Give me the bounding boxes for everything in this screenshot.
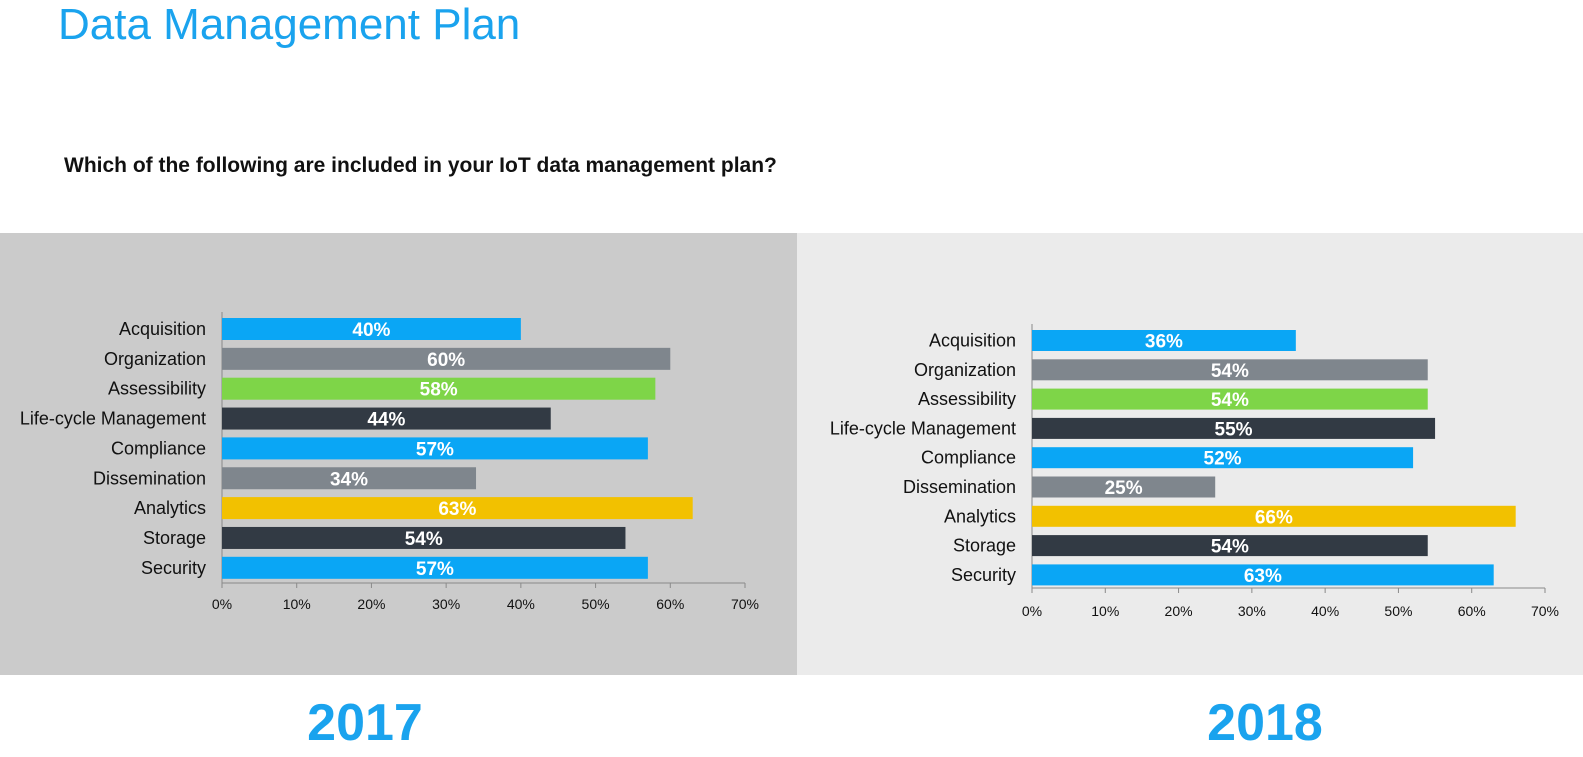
bar-2018-storage (1032, 535, 1428, 557)
category-label: Life-cycle Management (830, 418, 1016, 438)
bar-2018-security (1032, 564, 1494, 586)
bar-value-label: 63% (438, 499, 476, 520)
category-label: Storage (143, 528, 206, 548)
bar-value-label: 54% (405, 529, 443, 550)
x-tick-label: 0% (1022, 603, 1042, 619)
bar-value-label: 36% (1145, 332, 1183, 353)
category-label: Acquisition (929, 331, 1016, 351)
bar-2017-life-cycle-management (222, 407, 551, 430)
x-tick-label: 30% (432, 596, 460, 612)
bar-2017-acquisition (222, 318, 521, 340)
x-tick-label: 50% (1384, 603, 1412, 619)
bar-value-label: 55% (1215, 419, 1253, 440)
x-tick-label: 50% (582, 596, 610, 612)
bar-value-label: 60% (427, 350, 465, 371)
category-label: Compliance (111, 438, 206, 458)
category-label: Analytics (944, 506, 1016, 526)
bar-2018-compliance (1032, 447, 1414, 469)
category-label: Security (951, 565, 1016, 585)
page-title: Data Management Plan (58, 0, 521, 49)
category-label: Life-cycle Management (20, 409, 206, 429)
bar-value-label: 58% (420, 380, 458, 401)
x-tick-label: 70% (1531, 603, 1559, 619)
bar-value-label: 54% (1211, 537, 1249, 558)
x-tick-label: 20% (1165, 603, 1193, 619)
bar-value-label: 66% (1255, 507, 1293, 528)
x-tick-label: 40% (507, 596, 535, 612)
bar-chart-2018: 0% 10% 20% 30% 40% 50% 60% 70% Acquisition 36% Org… (830, 324, 1559, 619)
bar-2017-organization (222, 347, 671, 370)
bar-2017-dissemination (222, 467, 477, 490)
survey-question: Which of the following are included in y… (64, 154, 777, 177)
bar-2018-life-cycle-management (1032, 417, 1436, 439)
chart-panel-2018: 0% 10% 20% 30% 40% 50% 60% 70% Acquisition 36% Org… (797, 233, 1583, 675)
category-label: Assessibility (918, 389, 1016, 409)
bar-value-label: 63% (1244, 566, 1282, 587)
x-tick-label: 30% (1238, 603, 1266, 619)
bar-2017-storage (222, 526, 626, 549)
year-label-2017: 2017 (307, 694, 423, 752)
bar-2017-assessibility (222, 377, 656, 400)
bar-2017-analytics (222, 497, 693, 520)
x-tick-label: 60% (656, 596, 684, 612)
bar-2018-assessibility (1032, 388, 1428, 410)
bar-value-label: 25% (1105, 478, 1143, 499)
x-tick-label: 20% (357, 596, 385, 612)
bar-value-label: 54% (1211, 361, 1249, 382)
x-tick-label: 10% (283, 596, 311, 612)
bar-value-label: 54% (1211, 390, 1249, 411)
category-label: Organization (104, 349, 206, 369)
bar-value-label: 57% (416, 559, 454, 580)
category-label: Dissemination (93, 468, 206, 488)
category-label: Assessibility (108, 379, 206, 399)
bar-2018-dissemination (1032, 476, 1216, 498)
x-tick-label: 0% (212, 596, 232, 612)
bar-chart-2017: 0% 10% 20% 30% 40% 50% 60% 70% Acquisition 40% Org… (20, 312, 759, 612)
category-label: Compliance (921, 448, 1016, 468)
category-label: Acquisition (119, 319, 206, 339)
bar-value-label: 57% (416, 439, 454, 460)
bar-value-label: 52% (1204, 449, 1242, 470)
category-label: Analytics (134, 498, 206, 518)
x-tick-label: 10% (1091, 603, 1119, 619)
bar-value-label: 44% (367, 410, 405, 431)
bar-2017-compliance (222, 437, 648, 460)
bar-value-label: 34% (330, 469, 368, 490)
bar-value-label: 40% (352, 320, 390, 341)
x-tick-label: 60% (1458, 603, 1486, 619)
category-label: Storage (953, 536, 1016, 556)
bar-2017-security (222, 556, 648, 579)
chart-panel-2017: 0% 10% 20% 30% 40% 50% 60% 70% Acquisition 40% Org… (0, 233, 797, 675)
year-label-2018: 2018 (1207, 694, 1323, 752)
x-tick-label: 70% (731, 596, 759, 612)
bar-2018-acquisition (1032, 330, 1296, 351)
category-label: Security (141, 558, 206, 578)
category-label: Dissemination (903, 477, 1016, 497)
bar-2018-organization (1032, 359, 1428, 381)
bar-2018-analytics (1032, 505, 1516, 527)
x-tick-label: 40% (1311, 603, 1339, 619)
category-label: Organization (914, 360, 1016, 380)
